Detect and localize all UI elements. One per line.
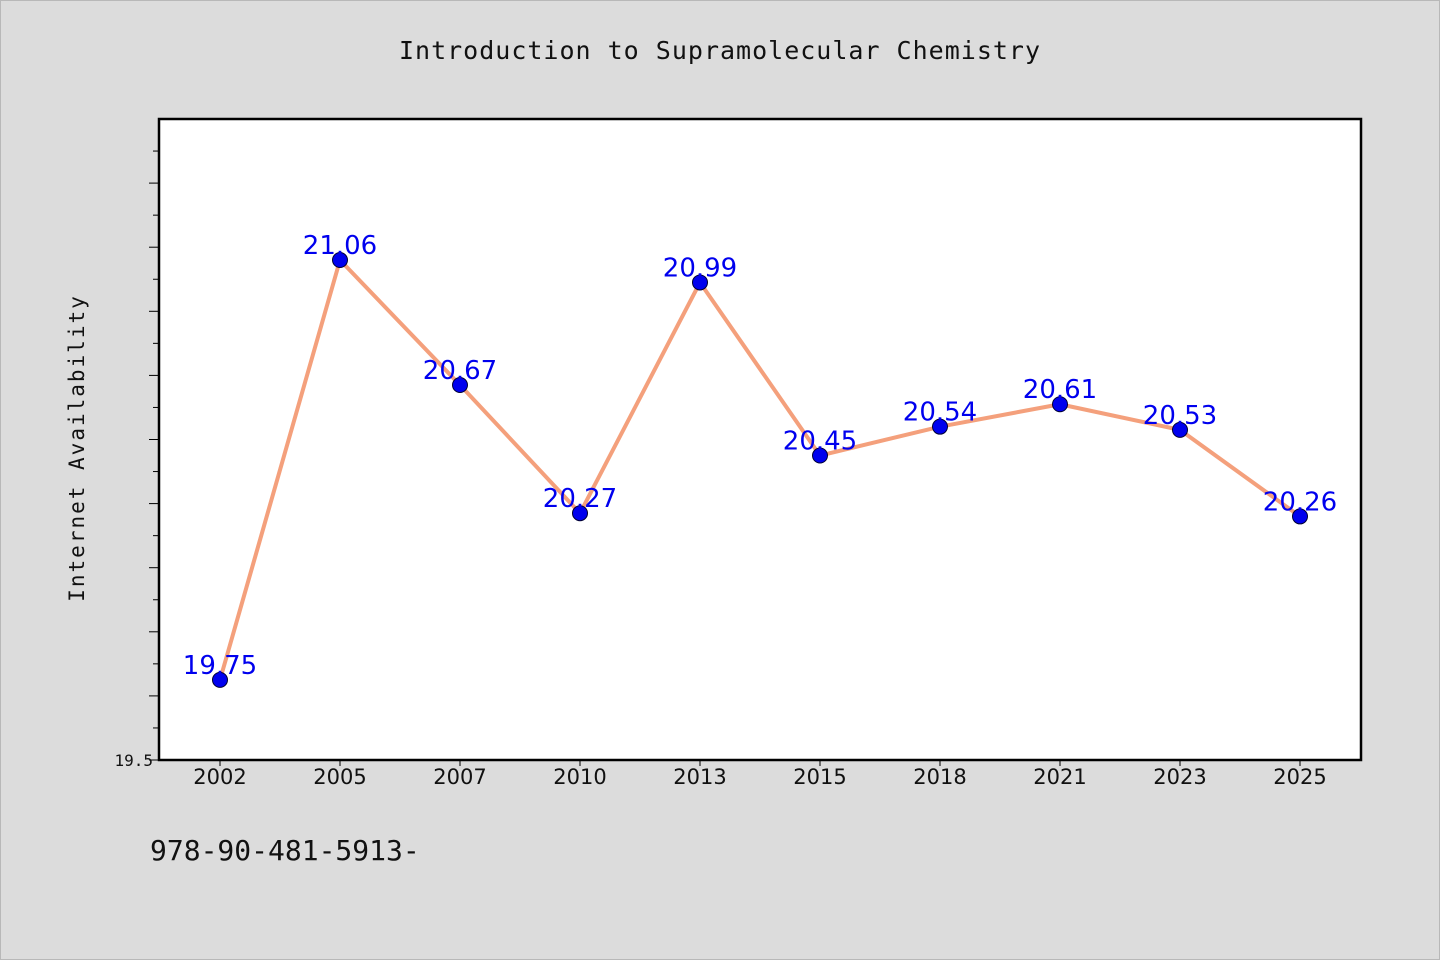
isbn-code: 978-90-481-5913- — [150, 834, 420, 867]
data-point — [692, 274, 708, 291]
data-point — [572, 505, 588, 522]
x-tick-label: 2025 — [1273, 765, 1326, 789]
x-tick-label: 2007 — [433, 765, 486, 789]
data-label: 20.26 — [1263, 487, 1337, 517]
data-label: 20.61 — [1023, 375, 1097, 405]
data-label: 20.53 — [1143, 401, 1217, 431]
data-label: 20.99 — [663, 253, 737, 283]
series-line — [218, 258, 1302, 682]
data-point — [212, 671, 228, 688]
data-point — [1172, 421, 1188, 438]
data-label: 20.45 — [783, 427, 857, 457]
plot-border — [157, 117, 1363, 762]
x-tick-label: 2023 — [1153, 765, 1206, 789]
data-point — [1292, 508, 1308, 525]
data-label: 20.27 — [543, 484, 617, 514]
plot-area — [159, 119, 1361, 760]
y-tick-label: 19.5 — [114, 751, 153, 770]
chart-title: Introduction to Supramolecular Chemistry — [398, 36, 1042, 65]
data-point — [452, 377, 468, 394]
data-point — [332, 252, 348, 269]
x-tick-label: 2018 — [913, 765, 966, 789]
data-label: 20.54 — [903, 398, 977, 428]
x-tick-label: 2013 — [673, 765, 726, 789]
data-point — [1052, 396, 1068, 413]
x-tick-label: 2015 — [793, 765, 846, 789]
x-tick-label: 2010 — [553, 765, 606, 789]
x-tick-label: 2005 — [313, 765, 366, 789]
data-point — [812, 447, 828, 464]
x-tick-label: 2021 — [1033, 765, 1086, 789]
data-point — [932, 418, 948, 435]
x-tick-label: 2002 — [193, 765, 246, 789]
data-label: 19.75 — [183, 651, 257, 681]
data-label: 20.67 — [423, 356, 497, 386]
data-label: 21.06 — [303, 231, 377, 261]
